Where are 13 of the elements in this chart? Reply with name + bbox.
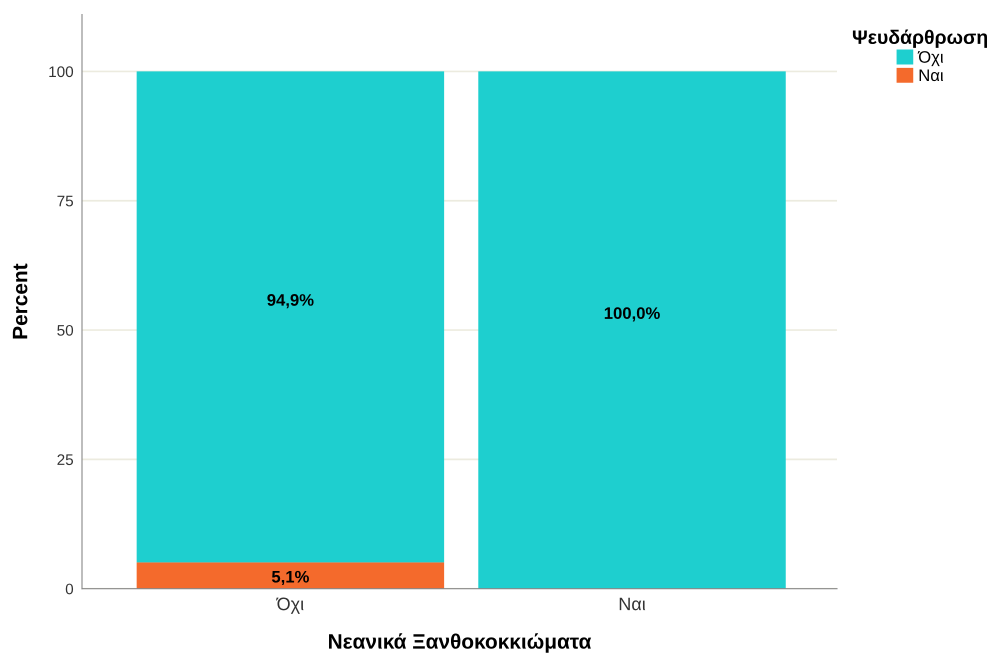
y-tick-label: 50 bbox=[57, 324, 74, 336]
y-tick-label: 75 bbox=[57, 196, 74, 206]
x-axis-title: Νεανικά Ξανθοκοκκιώματα bbox=[329, 633, 592, 653]
y-tick-label: 25 bbox=[57, 454, 74, 466]
y-tick-label: 100 bbox=[49, 66, 74, 78]
legend-label: Όχι bbox=[918, 51, 944, 66]
legend-title: Ψευδάρθρωση bbox=[852, 30, 987, 48]
data-label: 100,0% bbox=[604, 307, 660, 322]
y-tick-label: 0 bbox=[66, 584, 74, 594]
legend-label: Ναι bbox=[920, 70, 944, 82]
data-label: 5,1% bbox=[272, 570, 309, 586]
y-axis-title: Percent bbox=[12, 264, 28, 338]
data-label: 94,9% bbox=[267, 294, 314, 308]
